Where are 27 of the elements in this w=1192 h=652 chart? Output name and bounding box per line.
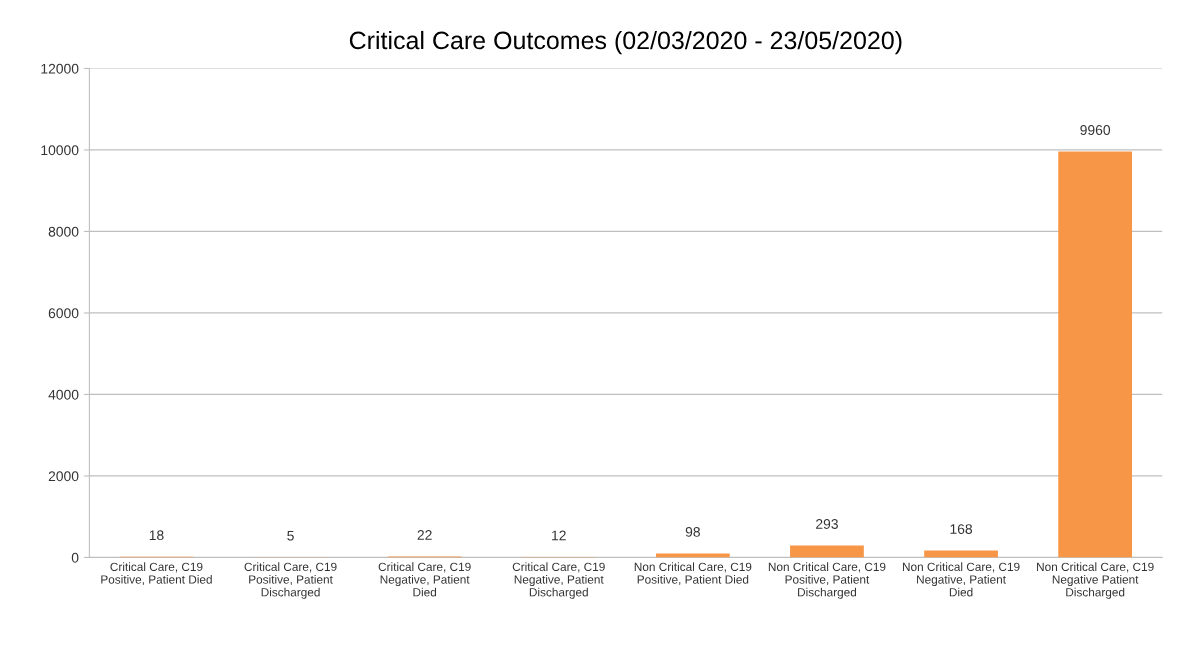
data-label: 98 bbox=[685, 527, 700, 537]
y-tick-label: 12000 bbox=[41, 63, 79, 74]
y-tick-label: 0 bbox=[71, 552, 79, 563]
bar bbox=[655, 553, 730, 558]
data-label: 12 bbox=[552, 530, 566, 541]
data-label: 22 bbox=[417, 530, 432, 540]
data-label: 293 bbox=[816, 519, 838, 529]
x-tick-label: Non Critical Care, C19 Positive, Patient Died bbox=[634, 562, 752, 586]
chart-title: Critical Care Outcomes (02/03/2020 - 23/05/2020) bbox=[349, 30, 902, 55]
x-tick-label: Critical Care, C19 Positive, Patient Died bbox=[101, 562, 212, 586]
x-tick-label: Critical Care, C19 Positive, Patient Discharged bbox=[244, 562, 337, 599]
x-tick-label: Non Critical Care, C19 Positive, Patient Discharged bbox=[768, 562, 886, 599]
data-label: 5 bbox=[287, 530, 294, 541]
data-label: 9960 bbox=[1080, 125, 1111, 135]
y-tick-label: 8000 bbox=[48, 226, 79, 237]
y-tick-label: 4000 bbox=[48, 389, 79, 400]
bar bbox=[790, 545, 864, 558]
x-tick-label: Non Critical Care, C19 Negative, Patient Died bbox=[902, 562, 1020, 597]
y-tick-label: 2000 bbox=[48, 471, 79, 482]
y-tick-label: 10000 bbox=[41, 145, 79, 156]
x-tick-label: Non Critical Care, C19 Negative Patient Discharged bbox=[1037, 562, 1154, 599]
y-tick-label: 6000 bbox=[48, 308, 79, 319]
x-tick-label: Critical Care, C19 Negative, Patient Died bbox=[378, 562, 471, 597]
x-tick-label: Critical Care, C19 Negative, Patient Discharged bbox=[512, 562, 605, 599]
data-label: 168 bbox=[950, 524, 973, 534]
data-label: 18 bbox=[149, 530, 164, 541]
bar bbox=[1058, 151, 1133, 558]
